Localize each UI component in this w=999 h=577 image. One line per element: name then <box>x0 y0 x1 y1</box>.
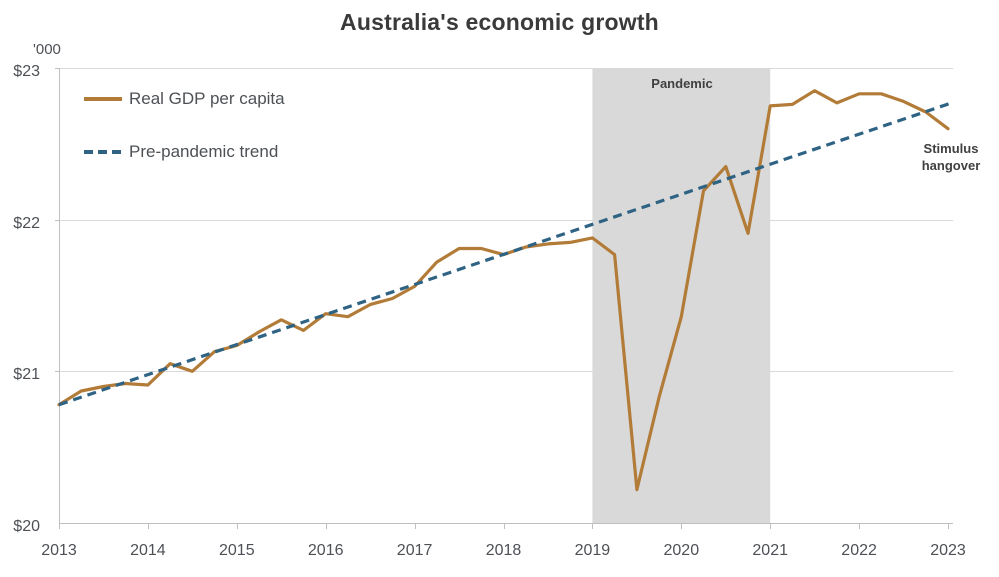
x-tick-label-2022: 2022 <box>841 542 877 559</box>
x-tick-label-2019: 2019 <box>574 542 611 559</box>
x-tick-label-2023: 2023 <box>930 542 966 559</box>
x-tick-label-2015: 2015 <box>219 542 255 559</box>
trend-line-swatch <box>84 150 122 154</box>
y-tick-label-20: $20 <box>13 518 40 535</box>
x-tick-label-2014: 2014 <box>130 542 166 559</box>
legend-label-trend: Pre-pandemic trend <box>129 142 279 161</box>
x-tick-label-2020: 2020 <box>663 542 700 559</box>
legend-item-gdp: Real GDP per capita <box>84 89 285 109</box>
x-tick-label-2018: 2018 <box>485 542 522 559</box>
pandemic-band <box>592 68 771 523</box>
gdp-line-swatch <box>84 97 122 101</box>
x-tick-label-2017: 2017 <box>396 542 433 559</box>
x-tick-label-2021: 2021 <box>752 542 788 559</box>
x-tick-label-2016: 2016 <box>307 542 344 559</box>
chart-title: Australia's economic growth <box>340 9 659 35</box>
legend-label-gdp: Real GDP per capita <box>129 89 285 108</box>
x-tick-label-2013: 2013 <box>41 542 77 559</box>
y-tick-label-21: $21 <box>13 366 40 384</box>
legend-item-trend: Pre-pandemic trend <box>84 142 278 162</box>
y-tick-label-22: $22 <box>13 214 40 232</box>
y-axis-unit-label: '000 <box>33 41 61 58</box>
stimulus-hangover-annotation: Stimulus hangover <box>921 141 981 173</box>
trend-line <box>58 101 953 407</box>
pandemic-band-label: Pandemic <box>651 76 713 91</box>
y-tick-label-23: $23 <box>13 63 40 80</box>
